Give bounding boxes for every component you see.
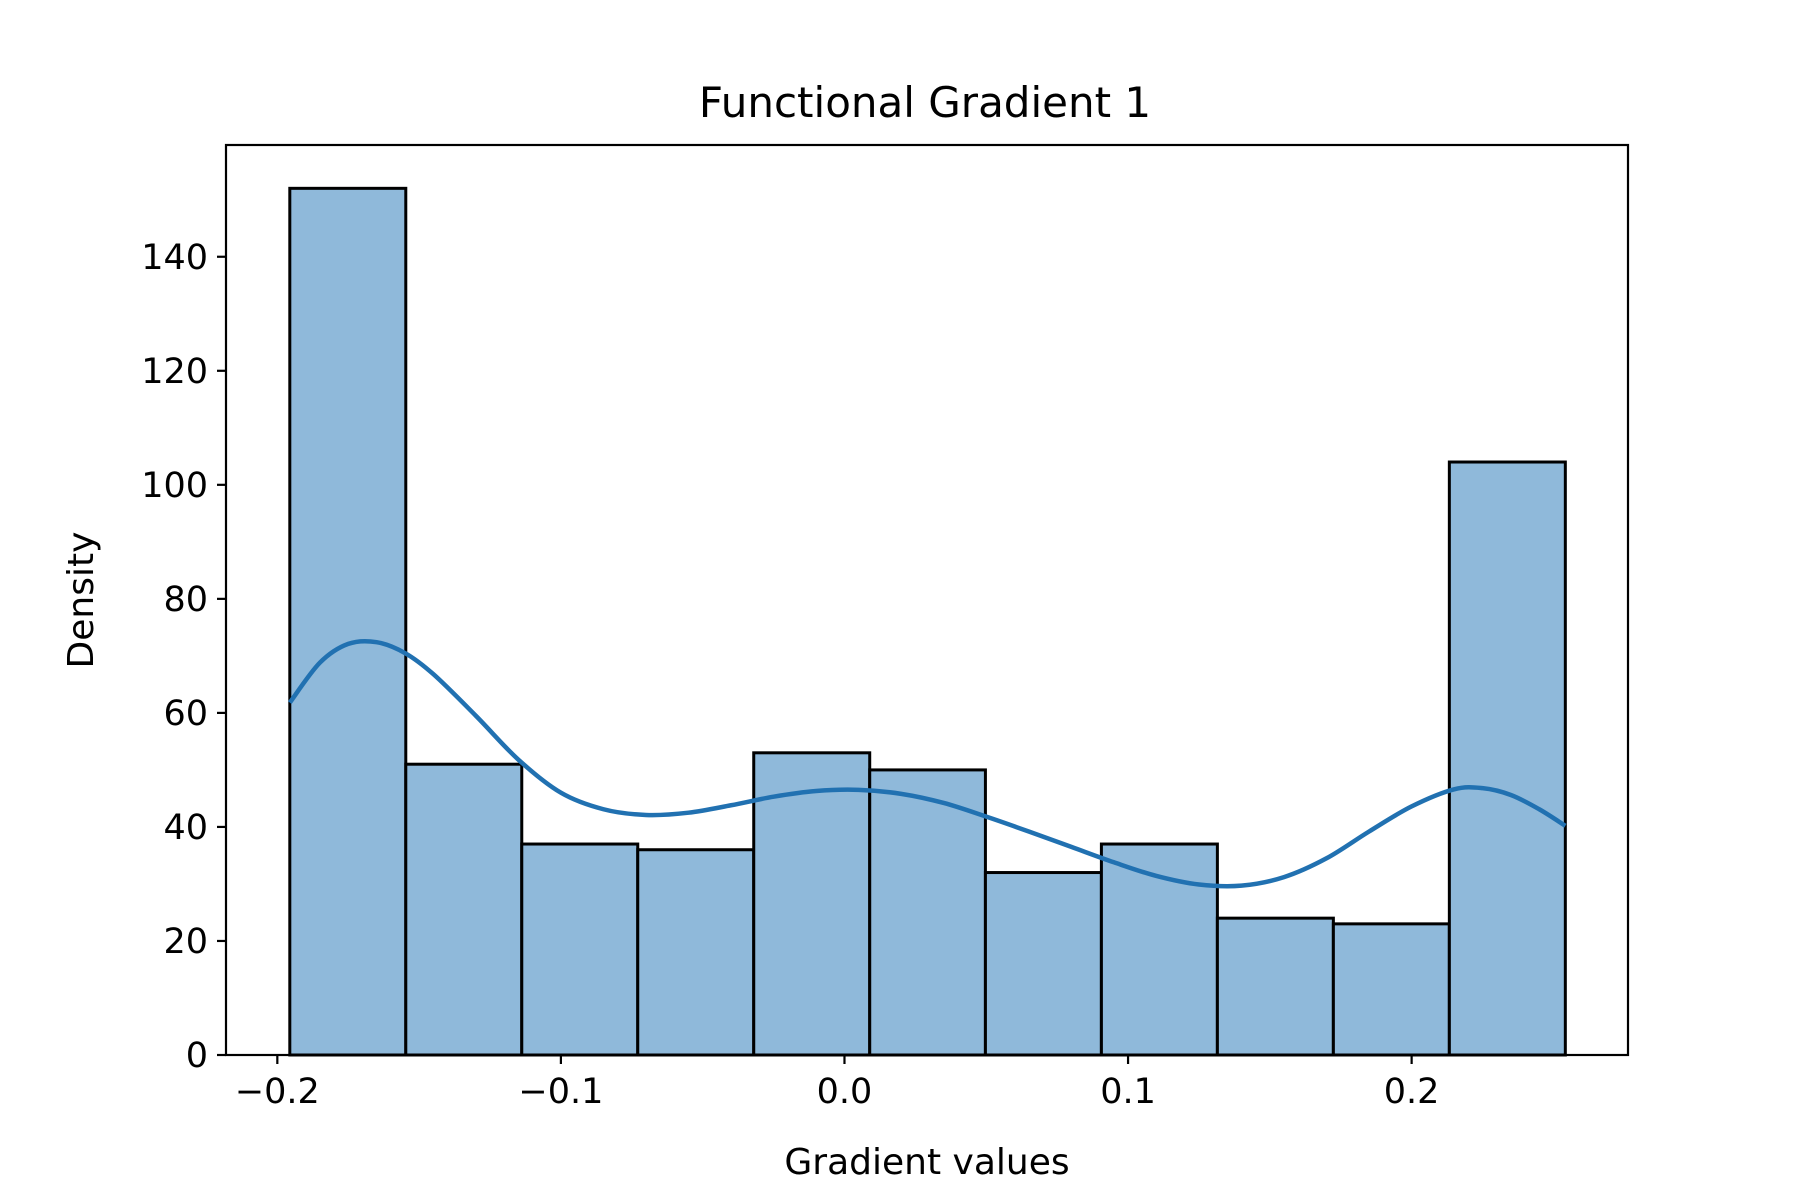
histogram-bar-2 — [404, 762, 524, 1057]
y-tick-label: 0 — [186, 1036, 208, 1076]
y-tick-label: 60 — [163, 694, 208, 734]
y-axis-ticks: 0 20 40 60 80 100 120 140 — [141, 238, 226, 1076]
histogram-bar-7 — [983, 871, 1103, 1057]
histogram-bar-10 — [1331, 922, 1451, 1057]
kde-curve — [287, 638, 1567, 889]
y-tick-label: 140 — [141, 238, 208, 278]
bars-group — [288, 186, 1567, 1057]
y-tick-label: 120 — [141, 352, 208, 392]
x-tick-label: 0.2 — [1384, 1072, 1440, 1112]
x-axis-label: Gradient values — [784, 1142, 1069, 1183]
y-tick-label: 100 — [141, 466, 208, 506]
axes-frame — [224, 143, 1630, 1057]
y-tick-label: 40 — [163, 808, 208, 848]
kde-group — [287, 638, 1567, 889]
x-tick-label: −0.1 — [518, 1072, 603, 1112]
histogram-bar-1 — [288, 186, 408, 1057]
y-axis-label: Density — [61, 532, 102, 669]
x-tick-label: 0.0 — [817, 1072, 873, 1112]
histogram-bar-8 — [1099, 842, 1219, 1057]
histogram-bar-9 — [1215, 916, 1335, 1057]
histogram-bar-3 — [520, 842, 640, 1057]
x-tick-label: −0.2 — [235, 1072, 320, 1112]
histogram-bar-4 — [636, 848, 756, 1057]
histogram-bar-11 — [1447, 460, 1567, 1057]
y-tick-label: 80 — [163, 580, 208, 620]
y-tick-label: 20 — [163, 922, 208, 962]
x-tick-label: 0.1 — [1100, 1072, 1156, 1112]
x-axis-ticks: −0.2 −0.1 0.0 0.1 0.2 — [235, 1055, 1440, 1112]
chart-title: Functional Gradient 1 — [699, 78, 1151, 127]
